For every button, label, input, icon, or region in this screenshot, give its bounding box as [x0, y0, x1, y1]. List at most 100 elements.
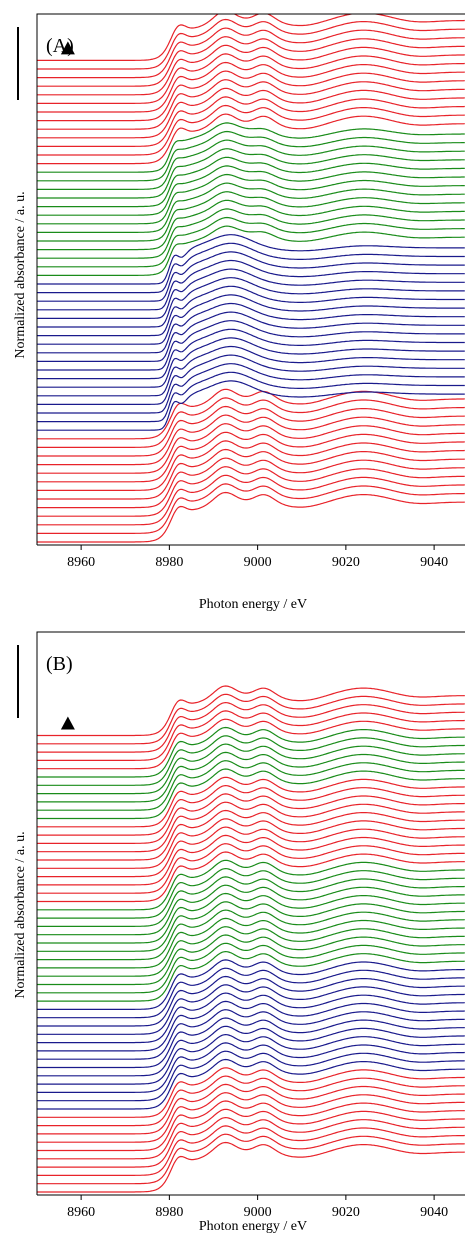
spectrum-trace-blue: [37, 380, 465, 431]
spectrum-trace-blue: [37, 1009, 465, 1060]
spectrum-trace-green: [37, 735, 465, 786]
spectrum-trace-red: [37, 826, 465, 878]
spectrum-trace-red: [37, 448, 465, 500]
spectrum-trace-red: [37, 843, 465, 894]
x-tick-label: 8960: [67, 1205, 95, 1220]
spectrum-trace-blue: [37, 363, 465, 414]
spectrum-trace-blue: [37, 345, 465, 397]
spectrum-trace-red: [37, 710, 465, 761]
spectrum-trace-green: [37, 917, 465, 969]
panel-a-x-ticks: 8960 8980 9000 9020 9040: [67, 545, 448, 570]
spectrum-trace-blue: [37, 975, 465, 1027]
spectrum-trace-red: [37, 431, 465, 483]
spectrum-trace-green: [37, 191, 465, 242]
spectrum-trace-green: [37, 942, 465, 994]
spectrum-trace-green: [37, 892, 465, 944]
panel-b-y-axis-title: Normalized absorbance / a. u.: [13, 831, 28, 998]
spectrum-trace-red: [37, 87, 465, 139]
spectrum-trace-blue: [37, 320, 465, 371]
panel-a-traces: [37, 14, 465, 543]
x-tick-label: 9000: [244, 1205, 272, 1220]
spectrum-trace-red: [37, 96, 465, 147]
spectrum-trace-red: [37, 718, 465, 770]
spectrum-trace-red: [37, 397, 465, 448]
spectrum-trace-red: [37, 818, 465, 869]
spectrum-trace-blue: [37, 328, 465, 380]
spectrum-trace-red: [37, 79, 465, 130]
panel-a-x-axis-title: Photon energy / eV: [199, 597, 307, 612]
spectrum-trace-green: [37, 225, 465, 276]
spectrum-trace-green: [37, 182, 465, 233]
spectrum-trace-green: [37, 165, 465, 216]
spectrum-trace-red: [37, 61, 465, 113]
spectrum-trace-blue: [37, 1050, 465, 1102]
spectrum-trace-red: [37, 27, 465, 79]
spectrum-trace-red: [37, 414, 465, 466]
spectrum-trace-red: [37, 18, 465, 70]
spectrum-trace-green: [37, 743, 465, 795]
spectrum-trace-green: [37, 199, 465, 251]
spectrum-trace-green: [37, 868, 465, 919]
panel-a-y-axis-title: Normalized absorbance / a. u.: [13, 191, 28, 358]
spectrum-trace-red: [37, 834, 465, 886]
spectrum-trace-green: [37, 934, 465, 986]
spectrum-trace-red: [37, 466, 465, 517]
spectrum-trace-red: [37, 1117, 465, 1168]
spectrum-trace-red: [37, 785, 465, 836]
spectrum-trace-green: [37, 909, 465, 961]
spectrum-trace-red: [37, 36, 465, 87]
spectrum-trace-red: [37, 1075, 465, 1127]
panel-a: 8960 8980 9000 9020 9040 (A) Normalized abso…: [13, 13, 465, 612]
x-tick-label: 9040: [420, 1205, 448, 1220]
spectrum-trace-green: [37, 122, 465, 173]
spectrum-trace-red: [37, 44, 465, 96]
spectrum-trace-blue: [37, 1042, 465, 1093]
spectrum-trace-blue: [37, 1058, 465, 1110]
spectrum-trace-red: [37, 1141, 465, 1193]
spectrum-trace-red: [37, 405, 465, 457]
spectrum-trace-red: [37, 1133, 465, 1185]
panel-b-traces: [37, 685, 465, 1193]
spectrum-trace-red: [37, 483, 465, 534]
spectrum-trace-blue: [37, 984, 465, 1035]
spectrum-trace-green: [37, 768, 465, 820]
spectrum-trace-blue: [37, 251, 465, 302]
spectrum-trace-red: [37, 1067, 465, 1118]
spectrum-trace-red: [37, 1083, 465, 1135]
spectrum-trace-blue: [37, 354, 465, 405]
spectrum-trace-green: [37, 208, 465, 259]
spectrum-trace-red: [37, 693, 465, 745]
spectrum-trace-blue: [37, 1034, 465, 1085]
spectrum-trace-blue: [37, 268, 465, 319]
spectrum-trace-green: [37, 760, 465, 811]
spectrum-trace-red: [37, 1125, 465, 1176]
spectrum-trace-red: [37, 1108, 465, 1160]
spectrum-trace-red: [37, 801, 465, 853]
spectrum-trace-red: [37, 14, 465, 61]
spectrum-trace-blue: [37, 234, 465, 285]
spectrum-trace-blue: [37, 294, 465, 345]
spectrum-trace-blue: [37, 967, 465, 1019]
spectrum-trace-green: [37, 884, 465, 936]
spectrum-trace-green: [37, 148, 465, 199]
spectrum-trace-blue: [37, 259, 465, 311]
spectrum-trace-red: [37, 70, 465, 122]
spectrum-trace-green: [37, 726, 465, 778]
spectrum-trace-red: [37, 809, 465, 861]
spectrum-trace-green: [37, 130, 465, 182]
spectrum-trace-blue: [37, 242, 465, 294]
spectrum-trace-blue: [37, 1025, 465, 1077]
x-tick-label: 8980: [155, 555, 183, 570]
panel-b-triangle-marker: [60, 716, 75, 730]
spectrum-trace-blue: [37, 285, 465, 337]
panel-b: 8960 8980 9000 9020 9040 (B) Normalized abso…: [13, 631, 465, 1234]
spectrum-trace-red: [37, 776, 465, 828]
spectrum-trace-green: [37, 951, 465, 1002]
spectrum-trace-blue: [37, 277, 465, 328]
spectrum-trace-blue: [37, 1000, 465, 1052]
spectrum-trace-blue: [37, 302, 465, 354]
panel-a-triangle-marker: [60, 41, 75, 55]
spectrum-trace-red: [37, 1092, 465, 1143]
panel-a-frame: [36, 13, 465, 545]
